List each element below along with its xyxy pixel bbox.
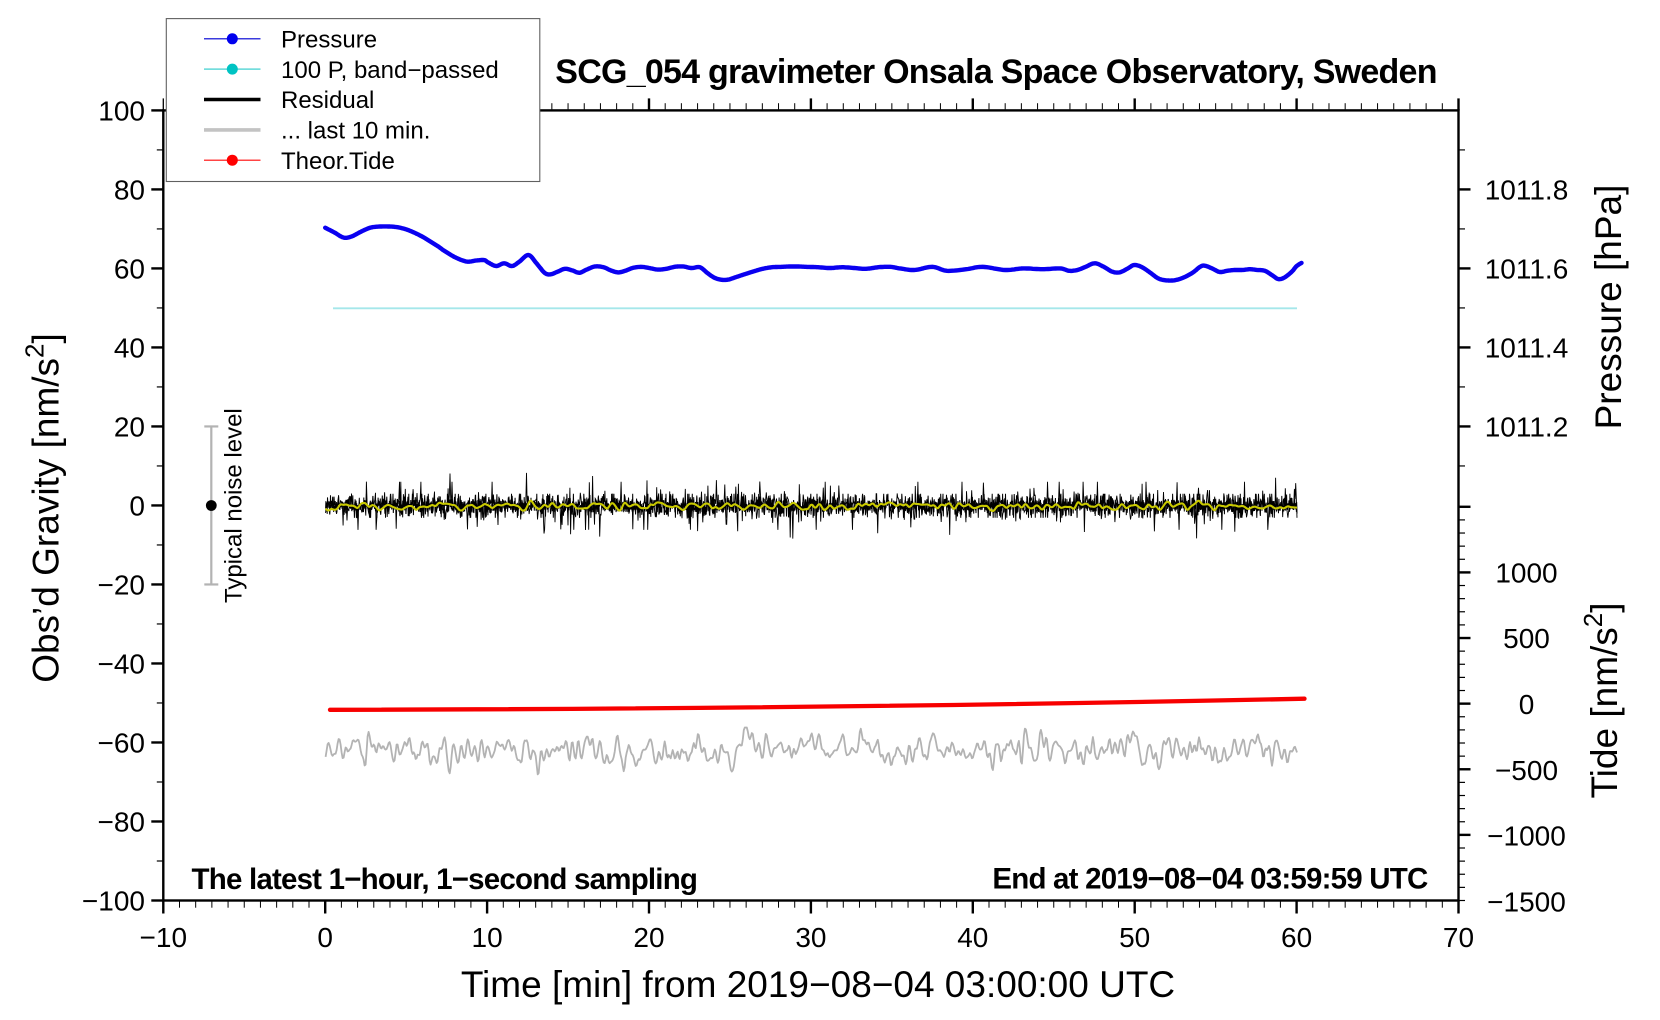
svg-text:0: 0 (129, 491, 145, 522)
svg-text:−1000: −1000 (1487, 821, 1566, 852)
svg-text:500: 500 (1503, 623, 1550, 654)
svg-text:−100: −100 (82, 886, 145, 917)
svg-text:0: 0 (317, 922, 333, 953)
svg-text:20: 20 (114, 411, 145, 442)
svg-text:70: 70 (1443, 922, 1474, 953)
svg-text:End at 2019−08−04 03:59:59 UTC: End at 2019−08−04 03:59:59 UTC (992, 863, 1428, 896)
svg-text:1000: 1000 (1495, 557, 1557, 588)
svg-text:100: 100 (98, 95, 145, 126)
svg-text:−10: −10 (140, 922, 188, 953)
svg-text:Pressure [hPa]: Pressure [hPa] (1588, 185, 1629, 430)
svg-text:SCG_054 gravimeter Onsala Spac: SCG_054 gravimeter Onsala Space Observat… (555, 53, 1436, 91)
svg-text:40: 40 (114, 332, 145, 363)
svg-text:1011.6: 1011.6 (1485, 253, 1569, 284)
svg-text:10: 10 (472, 922, 503, 953)
svg-text:40: 40 (957, 922, 988, 953)
svg-text:−40: −40 (98, 649, 146, 680)
svg-text:Obs’d Gravity [nm/s2]: Obs’d Gravity [nm/s2] (20, 333, 67, 683)
svg-text:1011.4: 1011.4 (1485, 332, 1569, 363)
svg-text:−60: −60 (98, 728, 146, 759)
svg-text:Pressure: Pressure (281, 27, 377, 54)
svg-text:0: 0 (1519, 689, 1535, 720)
svg-text:60: 60 (114, 253, 145, 284)
svg-text:Residual: Residual (281, 87, 374, 114)
svg-text:Time [min] from 2019−08−04 03:: Time [min] from 2019−08−04 03:00:00 UTC (461, 964, 1175, 1005)
svg-text:100 P, band−passed: 100 P, band−passed (281, 57, 499, 84)
svg-text:−20: −20 (98, 570, 146, 601)
svg-text:60: 60 (1281, 922, 1312, 953)
svg-text:1011.8: 1011.8 (1485, 174, 1569, 205)
svg-text:1011.2: 1011.2 (1485, 411, 1569, 442)
svg-text:Tide [nm/s2]: Tide [nm/s2] (1578, 602, 1625, 798)
svg-text:Typical noise level: Typical noise level (221, 408, 248, 603)
svg-text:80: 80 (114, 174, 145, 205)
svg-text:30: 30 (795, 922, 826, 953)
svg-text:−80: −80 (98, 807, 146, 838)
svg-text:Theor.Tide: Theor.Tide (281, 148, 395, 175)
svg-text:−1500: −1500 (1487, 887, 1566, 918)
svg-text:... last 10 min.: ... last 10 min. (281, 118, 430, 145)
svg-text:−500: −500 (1495, 755, 1558, 786)
svg-text:50: 50 (1119, 922, 1150, 953)
svg-text:The latest 1−hour, 1−second sa: The latest 1−hour, 1−second sampling (192, 863, 698, 896)
svg-text:20: 20 (633, 922, 664, 953)
